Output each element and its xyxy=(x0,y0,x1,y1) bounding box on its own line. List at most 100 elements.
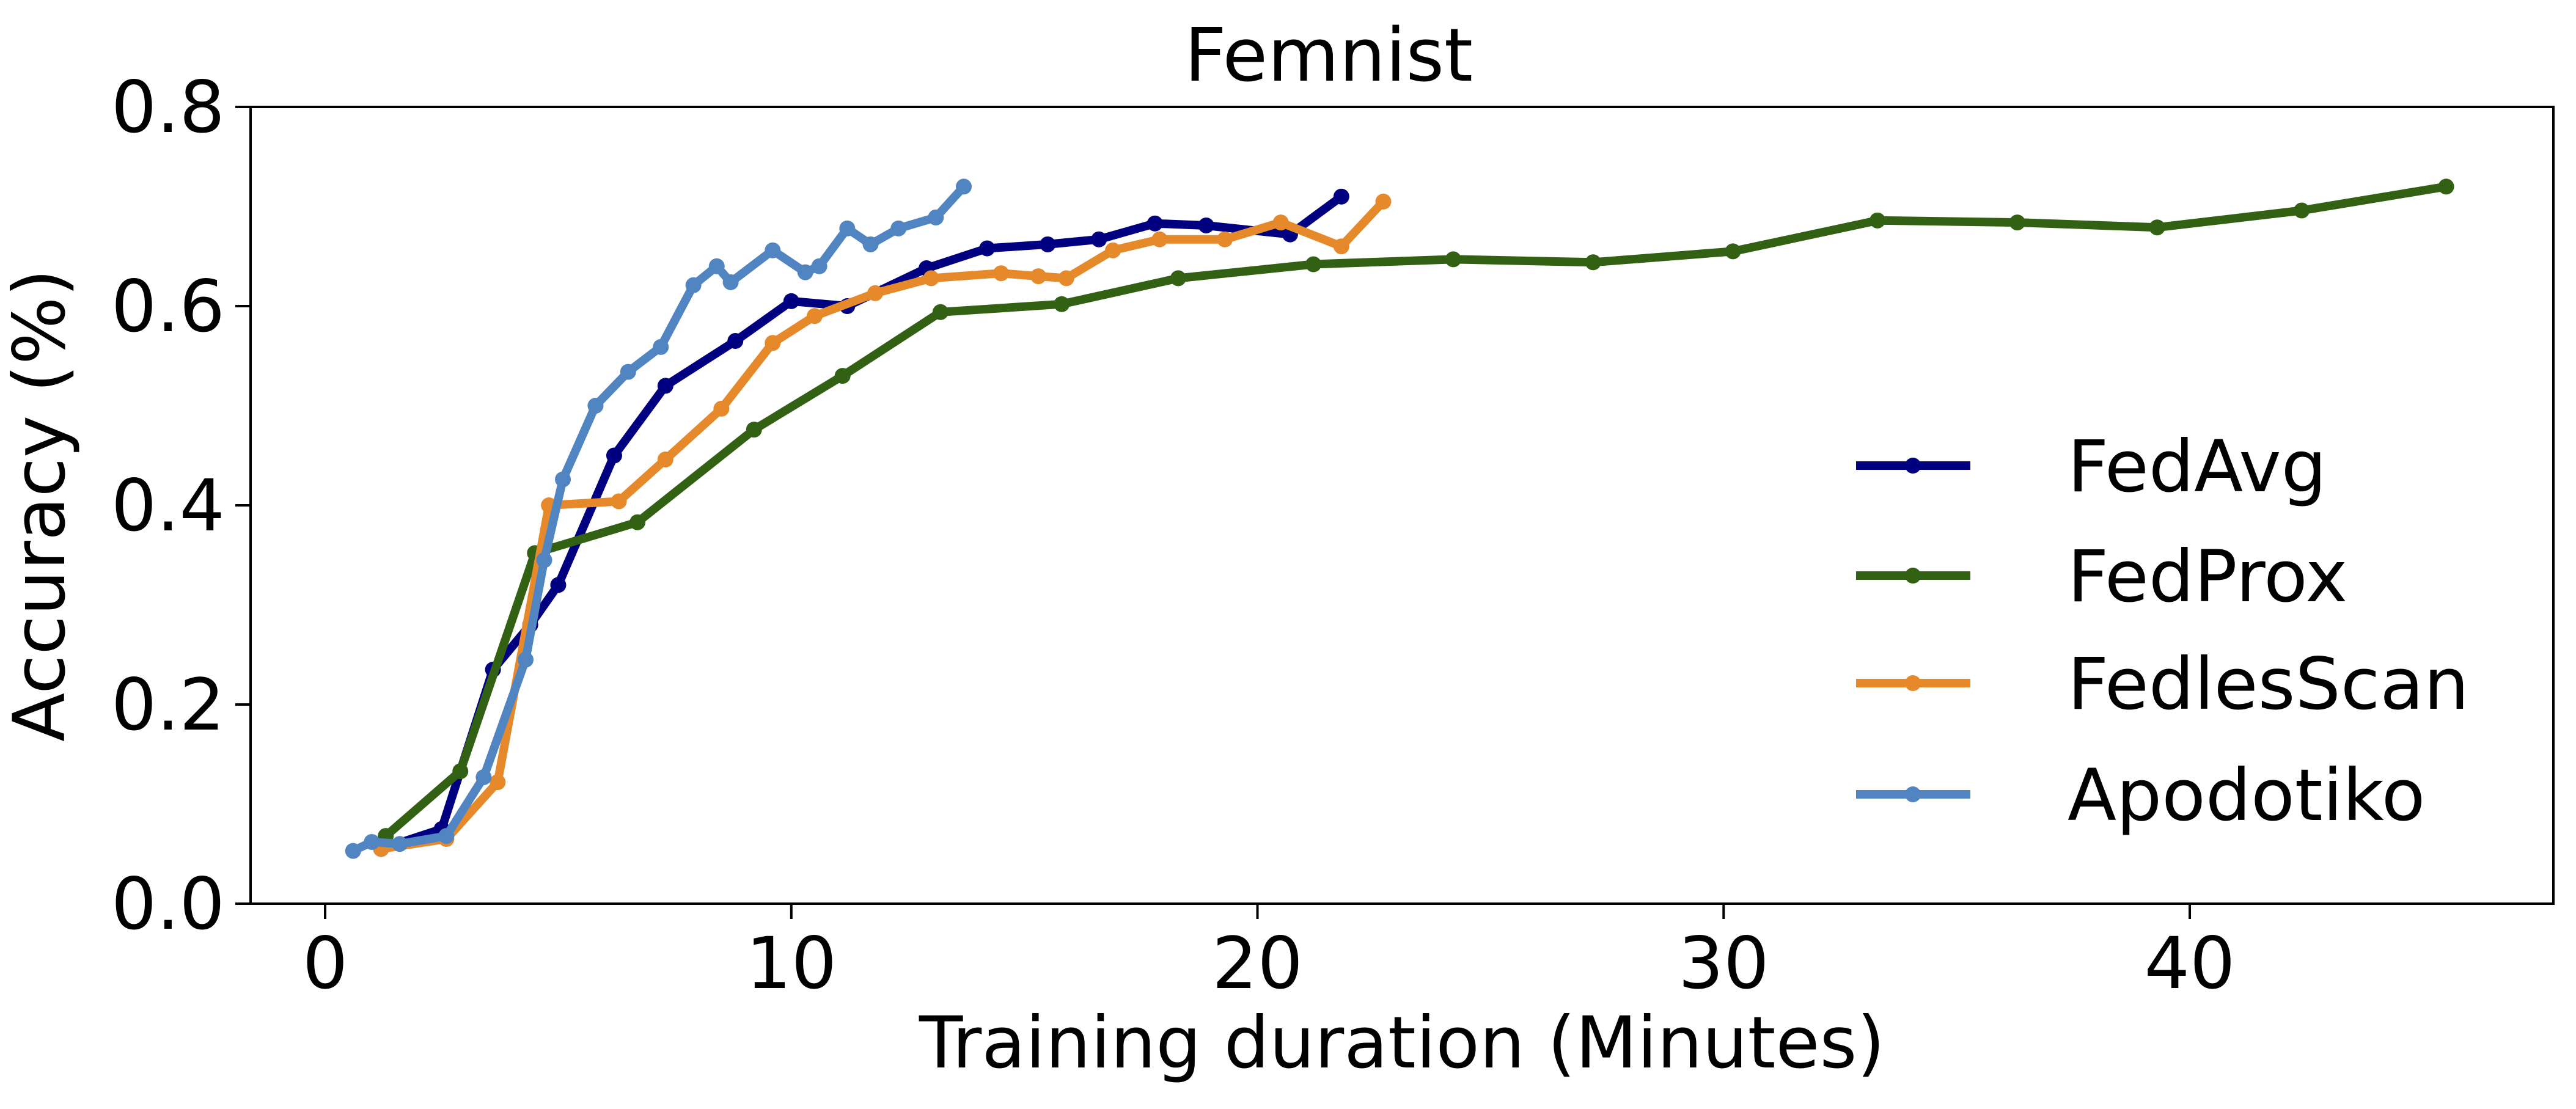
y-tick-label: 0.0 xyxy=(111,862,225,946)
data-point xyxy=(862,236,879,252)
data-point xyxy=(890,220,907,236)
x-tick-label: 20 xyxy=(1212,921,1303,1005)
data-point xyxy=(2294,202,2310,219)
data-point xyxy=(452,763,469,780)
data-point xyxy=(708,258,725,274)
data-point xyxy=(587,398,604,414)
data-point xyxy=(1030,268,1047,285)
data-point xyxy=(2149,219,2165,236)
x-axis-label: Training duration (Minutes) xyxy=(919,1001,1885,1085)
data-point xyxy=(364,833,380,850)
data-point xyxy=(956,178,972,195)
y-tick-label: 0.6 xyxy=(111,265,225,348)
data-point xyxy=(1445,251,1461,268)
data-point xyxy=(536,552,552,568)
data-point xyxy=(2438,178,2454,195)
data-point xyxy=(555,471,571,488)
data-point xyxy=(685,277,702,293)
data-point xyxy=(1375,193,1392,210)
legend: FedAvg FedProx FedlesScan Apodotiko xyxy=(1856,425,2469,837)
data-point xyxy=(867,285,884,301)
data-point xyxy=(713,400,730,417)
data-point xyxy=(932,304,949,320)
data-point xyxy=(1870,212,1886,229)
chart-title: Femnist xyxy=(1184,13,1473,98)
data-point xyxy=(797,264,813,280)
data-point xyxy=(979,240,996,257)
data-point xyxy=(475,769,492,785)
data-point xyxy=(345,843,361,859)
series-line xyxy=(381,182,2451,841)
data-point xyxy=(550,577,567,593)
data-point xyxy=(490,774,506,791)
data-point xyxy=(392,836,408,852)
legend-label: FedlesScan xyxy=(2068,642,2469,726)
data-point xyxy=(1054,296,1070,312)
legend-label: FedProx xyxy=(2068,535,2347,618)
data-point xyxy=(438,828,455,844)
legend-marker xyxy=(1905,568,1921,584)
data-point xyxy=(1585,254,1601,271)
data-point xyxy=(611,493,627,510)
data-point xyxy=(727,333,744,350)
y-tick-label: 0.2 xyxy=(111,663,225,747)
data-point xyxy=(1151,231,1168,247)
data-point xyxy=(722,274,739,290)
series-line xyxy=(376,197,1388,854)
series-apodotiko xyxy=(345,178,972,859)
legend-item-fedlesscan: FedlesScan xyxy=(1856,642,2469,726)
data-point xyxy=(1217,231,1233,247)
series-fedavg xyxy=(373,188,1349,857)
data-point xyxy=(765,335,781,351)
data-point xyxy=(606,447,622,464)
data-point xyxy=(1333,238,1349,255)
data-point xyxy=(834,368,851,384)
series-line xyxy=(348,182,968,855)
y-tick-label: 0.4 xyxy=(111,464,225,547)
data-point xyxy=(1333,188,1349,205)
y-tick-label: 0.8 xyxy=(111,65,225,149)
data-point xyxy=(928,209,944,225)
series-layer xyxy=(345,178,2454,859)
data-point xyxy=(629,514,646,530)
legend-item-fedprox: FedProx xyxy=(1856,535,2347,618)
legend-item-apodotiko: Apodotiko xyxy=(1856,753,2425,837)
data-point xyxy=(1272,214,1289,231)
x-axis: 0 10 20 30 40 xyxy=(303,904,2236,1005)
x-tick-label: 30 xyxy=(1678,921,1769,1005)
data-point xyxy=(811,258,827,274)
y-axis-label: Accuracy (%) xyxy=(0,269,81,742)
data-point xyxy=(1170,270,1186,287)
data-point xyxy=(993,265,1010,282)
data-point xyxy=(620,364,636,380)
data-point xyxy=(1305,256,1322,273)
data-point xyxy=(746,422,762,438)
legend-label: FedAvg xyxy=(2068,425,2327,508)
data-point xyxy=(923,270,939,287)
x-tick-label: 10 xyxy=(746,921,837,1005)
y-axis: 0.0 0.2 0.4 0.6 0.8 xyxy=(111,65,251,946)
legend-marker xyxy=(1905,458,1921,474)
data-point xyxy=(2009,214,2025,231)
legend-label: Apodotiko xyxy=(2068,753,2425,837)
data-point xyxy=(1105,242,1121,258)
data-point xyxy=(1198,217,1214,233)
data-point xyxy=(657,452,673,468)
data-point xyxy=(1040,236,1056,252)
data-point xyxy=(765,242,781,258)
legend-marker xyxy=(1905,675,1921,691)
data-point xyxy=(1147,215,1163,232)
data-point xyxy=(806,308,823,324)
data-point xyxy=(1091,231,1107,247)
data-point xyxy=(1058,270,1074,287)
data-point xyxy=(1725,243,1741,260)
legend-item-fedavg: FedAvg xyxy=(1856,425,2327,508)
data-point xyxy=(783,293,799,309)
data-point xyxy=(653,339,669,355)
legend-marker xyxy=(1905,786,1921,802)
data-point xyxy=(839,220,856,236)
x-tick-label: 40 xyxy=(2145,921,2236,1005)
data-point xyxy=(518,651,534,668)
series-fedlesscan xyxy=(373,193,1392,857)
